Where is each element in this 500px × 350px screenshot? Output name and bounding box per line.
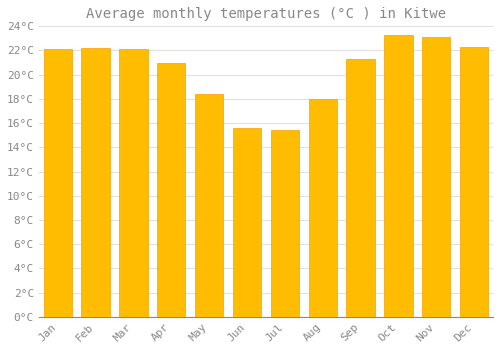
Bar [460, 47, 488, 317]
Bar [308, 99, 337, 317]
Bar [346, 59, 375, 317]
Bar [233, 128, 261, 317]
Title: Average monthly temperatures (°C ) in Kitwe: Average monthly temperatures (°C ) in Ki… [86, 7, 446, 21]
Bar [119, 49, 148, 317]
Bar [82, 48, 110, 317]
Bar [384, 35, 412, 317]
Bar [195, 94, 224, 317]
Bar [157, 63, 186, 317]
Bar [44, 49, 72, 317]
Bar [422, 37, 450, 317]
Bar [270, 131, 299, 317]
